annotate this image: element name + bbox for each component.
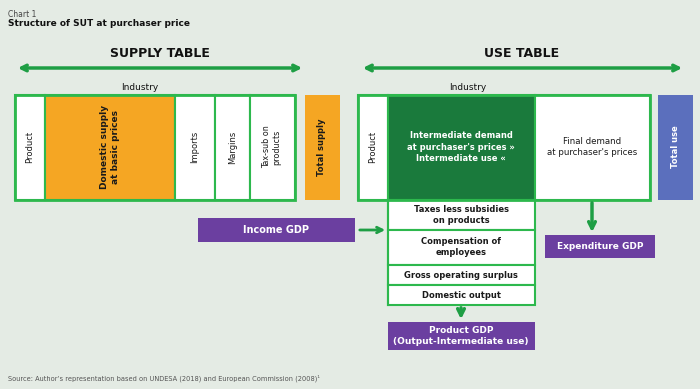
- Text: Source: Author’s representation based on UNDESA (2018) and European Commission (: Source: Author’s representation based on…: [8, 374, 320, 382]
- Text: Product: Product: [368, 131, 377, 163]
- Text: Domestic supply
at basic prices: Domestic supply at basic prices: [100, 105, 120, 189]
- Text: Chart 1: Chart 1: [8, 10, 36, 19]
- Text: SUPPLY TABLE: SUPPLY TABLE: [110, 47, 210, 60]
- Bar: [198, 218, 355, 242]
- Text: Tax-sub on
products: Tax-sub on products: [262, 126, 281, 168]
- Text: Taxes less subsidies
on products: Taxes less subsidies on products: [414, 205, 508, 225]
- Text: Domestic output: Domestic output: [421, 291, 500, 300]
- Text: Industry: Industry: [121, 82, 159, 91]
- Text: Structure of SUT at purchaser price: Structure of SUT at purchaser price: [8, 19, 190, 28]
- Text: Gross operating surplus: Gross operating surplus: [404, 270, 518, 280]
- Text: Income GDP: Income GDP: [243, 225, 309, 235]
- Text: Product: Product: [25, 131, 34, 163]
- Bar: [358, 95, 650, 200]
- Bar: [658, 95, 693, 200]
- Bar: [545, 235, 655, 258]
- Text: Intermediate demand
at purchaser's prices »
Intermediate use «: Intermediate demand at purchaser's price…: [407, 131, 515, 163]
- Bar: [388, 285, 535, 305]
- Bar: [250, 95, 295, 200]
- Bar: [45, 95, 175, 200]
- Text: Final demand
at purchaser's prices: Final demand at purchaser's prices: [547, 137, 637, 158]
- Bar: [388, 265, 535, 285]
- Bar: [388, 200, 535, 230]
- Text: Imports: Imports: [190, 131, 199, 163]
- Bar: [15, 95, 295, 200]
- Bar: [388, 95, 535, 200]
- Bar: [15, 95, 45, 200]
- Bar: [388, 230, 535, 265]
- Bar: [305, 95, 340, 200]
- Bar: [175, 95, 215, 200]
- Text: Product GDP
(Output-Intermediate use): Product GDP (Output-Intermediate use): [393, 326, 528, 346]
- Bar: [388, 322, 535, 350]
- Text: Total use: Total use: [671, 126, 680, 168]
- Text: Industry: Industry: [449, 82, 486, 91]
- Text: Compensation of
employees: Compensation of employees: [421, 237, 501, 257]
- Bar: [358, 95, 388, 200]
- Text: USE TABLE: USE TABLE: [484, 47, 559, 60]
- Bar: [215, 95, 250, 200]
- Text: Margins: Margins: [228, 130, 237, 164]
- Bar: [535, 95, 650, 200]
- Text: Total supply: Total supply: [318, 118, 326, 176]
- Text: Expenditure GDP: Expenditure GDP: [556, 242, 643, 251]
